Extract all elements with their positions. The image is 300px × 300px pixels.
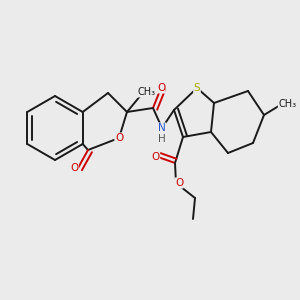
- Text: CH₃: CH₃: [278, 99, 296, 109]
- Text: H: H: [158, 134, 166, 144]
- Text: O: O: [175, 178, 183, 188]
- Text: CH₃: CH₃: [137, 87, 155, 97]
- Text: O: O: [152, 152, 160, 162]
- Text: O: O: [70, 163, 79, 173]
- Text: O: O: [115, 133, 123, 143]
- Text: S: S: [194, 83, 200, 93]
- Text: N: N: [158, 123, 166, 133]
- Text: O: O: [157, 83, 165, 93]
